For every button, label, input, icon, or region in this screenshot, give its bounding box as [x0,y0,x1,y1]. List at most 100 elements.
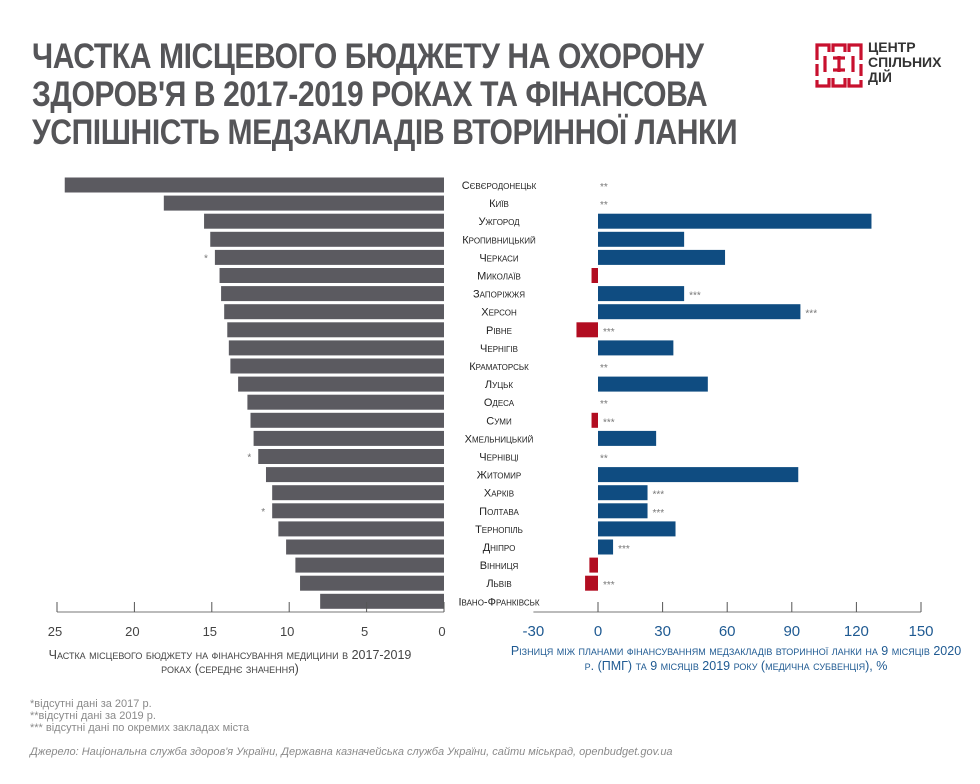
right-bar-annotation: *** [603,327,615,338]
left-bar [210,231,444,247]
left-bar [247,394,444,410]
left-bar [228,340,444,356]
right-bar-negative [585,575,598,591]
category-label: Житомир [477,470,521,482]
right-bar-annotation: ** [600,363,608,374]
right-bar-positive [598,430,657,446]
right-bar-positive [598,340,674,356]
right-bar-annotation: ** [600,399,608,410]
logo-line-3: ДІЙ [868,69,892,85]
right-bar-positive [598,231,685,247]
category-label: Рівне [486,325,512,337]
footnote-1: *відсутні дані за 2017 р. [30,698,152,710]
category-label: Суми [486,415,512,427]
right-bar-positive [598,521,676,537]
category-label: Луцьк [485,379,513,391]
left-x-tick-label: 20 [125,624,139,639]
category-label: Харків [484,488,514,500]
category-label: Черкаси [479,252,519,264]
left-x-tick-label: 25 [48,624,62,639]
right-axis-label: Різниця між планами фінансуванням медзак… [510,644,962,673]
left-bar [265,467,444,483]
left-x-tick-label: 15 [203,624,217,639]
left-bar [253,430,444,446]
category-label: Івано-Франківськ [458,596,539,608]
right-bar-positive [598,539,614,555]
title-line-3: УСПІШНІСТЬ МЕДЗАКЛАДІВ ВТОРИННОЇ ЛАНКИ [32,113,738,152]
right-bar-positive [598,467,799,483]
category-label: Вінниця [480,560,519,572]
left-bar-annotation: * [247,453,251,464]
logo-line-2: СПІЛЬНИХ [868,54,942,70]
left-bar [272,485,444,501]
left-bar-annotation: * [261,507,265,518]
right-bar-annotation: ** [600,200,608,211]
category-label: Хмельницький [465,433,534,445]
left-bar [214,249,444,265]
right-bar-positive [598,503,648,519]
category-label: Львів [486,578,511,590]
title-line-1: ЧАСТКА МІСЦЕВОГО БЮДЖЕТУ НА ОХОРОНУ [32,37,704,76]
category-label: Кропивницький [462,234,536,246]
footnotes: *відсутні дані за 2017 р. **відсутні дан… [30,698,249,734]
footnote-2: **відсутні дані за 2019 р. [30,710,156,722]
left-bar [300,575,444,591]
right-x-tick-label: -30 [523,623,545,640]
right-bar-negative [589,557,598,573]
category-label: Запоріжжя [473,289,525,301]
right-x-tick-label: 90 [783,623,800,640]
logo-icon [815,43,863,88]
left-bar [64,177,445,193]
category-label: Сєвєродонецьк [462,180,537,192]
left-bar [230,358,444,374]
right-bar-positive [598,286,685,302]
category-label: Краматорськ [469,361,529,373]
category-label: Чернівці [479,452,518,464]
left-axis-label: Частка місцевого бюджету на фінансування… [48,648,412,676]
left-bar [286,539,444,555]
right-bar-positive [598,485,648,501]
category-label: Миколаїв [477,271,521,283]
right-bar-positive [598,213,872,229]
left-x-tick-label: 0 [438,624,445,639]
left-bar [219,268,444,283]
right-bar-annotation: ** [600,182,608,193]
left-bar [224,304,444,320]
left-bar [163,195,444,211]
category-label: Ужгород [478,216,520,228]
right-bar-annotation: *** [805,309,817,320]
left-bar-annotation: * [204,253,208,264]
logo-text: ЦЕНТР СПІЛЬНИХ ДІЙ [868,40,941,85]
left-bar [278,521,444,537]
category-label: Київ [489,198,509,210]
title-line-2: ЗДОРОВ'Я В 2017-2019 РОКАХ ТА ФІНАНСОВА [32,75,708,114]
right-bar-positive [598,304,801,320]
left-bar [227,322,444,338]
right-bar-negative [591,412,598,428]
left-bar [272,503,444,519]
left-bar [250,412,444,428]
right-bar-annotation: *** [653,508,665,519]
right-x-tick-label: 60 [719,623,736,640]
right-bar-annotation: *** [603,417,615,428]
right-bar-positive [598,249,726,265]
left-bar [320,593,444,609]
left-x-tick-label: 10 [280,624,294,639]
right-bar-negative [576,322,598,338]
left-bar [295,557,444,573]
right-x-tick-label: 0 [594,623,602,640]
right-bar-annotation: *** [603,580,615,591]
right-bar-negative [591,268,598,283]
category-label: Тернопіль [475,524,523,536]
left-bar [258,449,444,464]
right-x-tick-label: 30 [654,623,671,640]
right-x-tick-label: 120 [844,623,869,640]
category-label: Херсон [481,307,517,319]
category-label: Одеса [484,397,515,409]
right-x-tick-label: 150 [908,623,933,640]
left-x-tick-label: 5 [361,624,368,639]
category-label: Чернігів [480,343,518,355]
left-bar [238,376,444,392]
left-bar [221,286,444,302]
